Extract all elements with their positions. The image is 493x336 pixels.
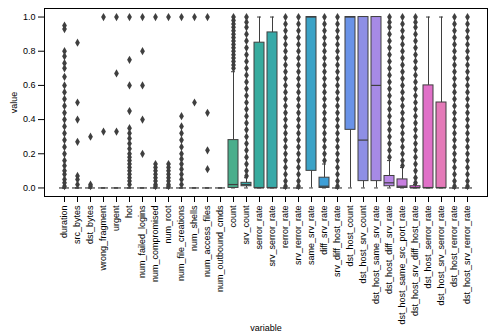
svg-text:rerror_rate: rerror_rate (280, 206, 290, 249)
svg-text:srv_diff_host_rate: srv_diff_host_rate (332, 206, 342, 277)
svg-text:srv_count: srv_count (241, 205, 251, 245)
svg-text:num_file_creations: num_file_creations (176, 205, 186, 281)
svg-text:num_access_files: num_access_files (202, 205, 212, 277)
svg-text:srv_serror_rate: srv_serror_rate (267, 206, 277, 267)
svg-text:dst_host_rerror_rate: dst_host_rerror_rate (449, 206, 459, 288)
svg-text:wrong_fragment: wrong_fragment (98, 205, 108, 272)
svg-text:dst_host_srv_rerror_rate: dst_host_srv_rerror_rate (462, 206, 472, 305)
svg-text:0.8: 0.8 (23, 46, 36, 56)
svg-text:diff_srv_rate: diff_srv_rate (319, 206, 329, 255)
svg-text:src_bytes: src_bytes (72, 205, 82, 244)
svg-text:dst_host_same_src_port_rate: dst_host_same_src_port_rate (397, 206, 407, 325)
svg-text:duration: duration (59, 206, 69, 239)
svg-text:1.0: 1.0 (23, 12, 36, 22)
svg-text:dst_bytes: dst_bytes (85, 205, 95, 244)
svg-text:num_outbound_cmds: num_outbound_cmds (215, 205, 225, 292)
svg-text:dst_host_count: dst_host_count (345, 205, 355, 267)
svg-text:dst_host_srv_diff_host_rate: dst_host_srv_diff_host_rate (410, 206, 420, 316)
svg-text:0.0: 0.0 (23, 183, 36, 193)
svg-text:dst_host_srv_serror_rate: dst_host_srv_serror_rate (436, 206, 446, 306)
svg-text:num_root: num_root (163, 205, 173, 244)
svg-text:num_compromised: num_compromised (150, 206, 160, 283)
svg-text:dst_host_serror_rate: dst_host_serror_rate (423, 206, 433, 289)
svg-text:srv_rerror_rate: srv_rerror_rate (293, 206, 303, 266)
svg-text:num_shells: num_shells (189, 205, 199, 251)
svg-text:dst_host_diff_srv_rate: dst_host_diff_srv_rate (384, 206, 394, 294)
svg-text:dst_host_same_srv_rate: dst_host_same_srv_rate (371, 206, 381, 305)
svg-text:urgent: urgent (111, 205, 121, 231)
svg-text:value: value (9, 92, 19, 114)
svg-text:serror_rate: serror_rate (254, 206, 264, 250)
svg-text:0.6: 0.6 (23, 80, 36, 90)
svg-text:0.4: 0.4 (23, 114, 36, 124)
svg-text:0.2: 0.2 (23, 149, 36, 159)
svg-text:num_failed_logins: num_failed_logins (137, 205, 147, 278)
svg-text:same_srv_rate: same_srv_rate (306, 206, 316, 266)
svg-text:dst_host_srv_count: dst_host_srv_count (358, 205, 368, 284)
svg-text:variable: variable (250, 323, 282, 333)
svg-text:hot: hot (124, 205, 134, 218)
svg-text:count: count (228, 205, 238, 228)
